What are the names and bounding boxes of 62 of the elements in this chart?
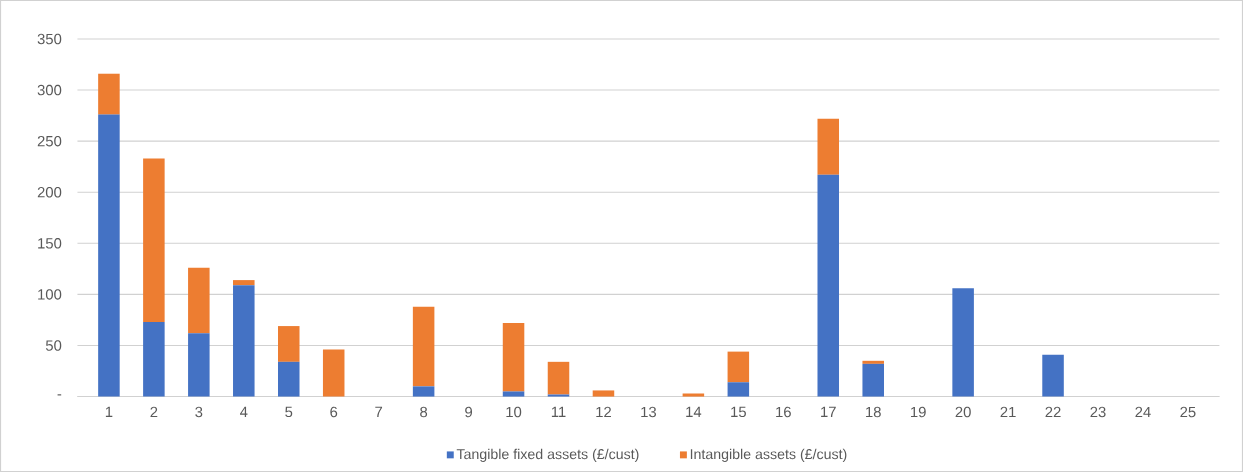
bar [862, 360, 884, 364]
bar [277, 326, 300, 362]
bar [547, 361, 570, 395]
legend-label: Intangible assets (£/cust) [690, 448, 847, 462]
bar [412, 306, 435, 387]
bar [727, 351, 750, 383]
x-tick-label: 12 [596, 406, 611, 418]
y-tick-label: 100 [38, 289, 62, 300]
y-tick-label: 300 [37, 84, 62, 96]
y-tick-label: 200 [37, 186, 62, 198]
x-tick-label: 18 [866, 406, 881, 418]
y-tick-label: 350 [37, 33, 62, 45]
bar [98, 114, 120, 397]
x-tick-label: 22 [1045, 406, 1061, 418]
bar [862, 363, 884, 397]
y-tick-label: 150 [38, 238, 62, 249]
bar [682, 393, 705, 397]
legend-label: Tangible fixed assets (£/cust) [456, 448, 639, 462]
x-tick-label: 11 [551, 406, 566, 417]
x-tick-label: 9 [465, 406, 473, 418]
x-tick-label: 23 [1090, 406, 1106, 418]
y-tick-label: 250 [37, 135, 62, 147]
bar [592, 390, 615, 397]
bar [143, 321, 165, 397]
bar [277, 361, 300, 397]
x-tick-label: 10 [506, 406, 522, 418]
bar [412, 386, 435, 397]
x-tick-label: 2 [150, 406, 158, 418]
bar [233, 280, 255, 286]
x-tick-label: 21 [1000, 406, 1016, 418]
bar [188, 333, 210, 397]
bar [233, 285, 255, 397]
x-tick-label: 7 [375, 406, 383, 417]
bar [322, 349, 345, 397]
bar [817, 118, 840, 175]
x-tick-label: 6 [330, 406, 338, 418]
x-tick-label: 3 [195, 406, 203, 418]
x-tick-label: 13 [641, 406, 657, 418]
y-tick-label: 50 [45, 340, 62, 351]
x-tick-label: 19 [911, 406, 926, 418]
x-tick-label: 8 [420, 406, 428, 418]
bar [817, 174, 840, 397]
bar [952, 288, 974, 397]
x-tick-label: 25 [1180, 406, 1196, 418]
x-tick-label: 17 [821, 406, 836, 417]
y-tick-label: - [57, 394, 62, 396]
bar [188, 267, 210, 334]
x-tick-label: 4 [240, 406, 248, 417]
bar [98, 73, 120, 115]
x-tick-label: 14 [686, 406, 702, 417]
bar [502, 391, 525, 397]
x-tick-label: 24 [1135, 406, 1151, 418]
bar [727, 382, 750, 397]
x-tick-label: 20 [955, 406, 971, 418]
bar [1042, 354, 1064, 397]
x-tick-label: 15 [731, 406, 746, 418]
bar [547, 394, 570, 397]
x-tick-label: 1 [105, 406, 113, 417]
x-tick-label: 5 [285, 406, 293, 418]
bar [502, 322, 525, 392]
bar [143, 158, 165, 322]
x-tick-label: 16 [776, 406, 791, 418]
